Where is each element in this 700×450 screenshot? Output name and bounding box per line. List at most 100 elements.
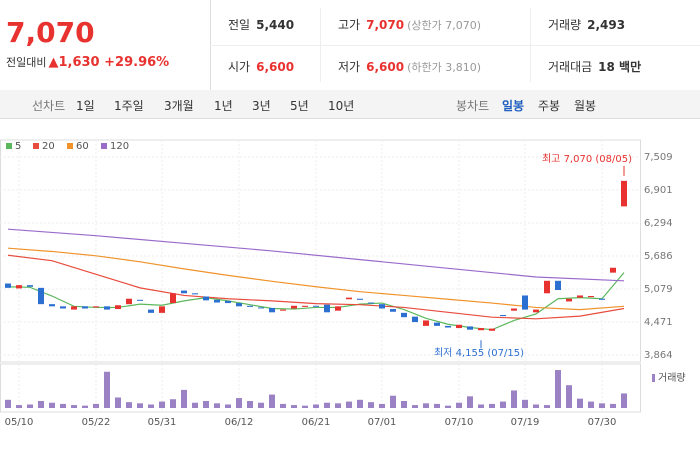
candle-body <box>159 306 165 313</box>
stat: 저가 6,600 (하한가 3,810) <box>338 58 481 75</box>
period-button[interactable]: 1주일 <box>114 99 144 113</box>
candle-body <box>302 305 308 307</box>
volume-bar <box>192 402 198 408</box>
candle-body <box>423 320 429 326</box>
volume-bar <box>500 401 506 408</box>
x-tick-label: 06/21 <box>302 417 331 428</box>
period-button[interactable]: 1년 <box>214 99 233 113</box>
stat-label: 거래량 <box>548 18 582 32</box>
stat-label: 전일 <box>228 18 251 32</box>
candle-body <box>346 297 352 300</box>
period-button[interactable]: 5년 <box>290 99 309 113</box>
volume-bar <box>599 403 605 408</box>
volume-bar <box>511 390 517 408</box>
candle-body <box>368 302 374 304</box>
candle-body <box>291 305 297 309</box>
stat-value: 2,493 <box>587 18 626 32</box>
stat-value: 6,600 <box>366 60 405 74</box>
volume-bar <box>445 405 451 408</box>
y-tick-label: 5,079 <box>644 284 673 295</box>
volume-bar <box>225 404 231 408</box>
candle-body <box>467 326 473 330</box>
divider <box>530 8 531 82</box>
candle-body <box>599 298 605 300</box>
price-box: 7,070 전일대비 ▲1,630 +29.96% <box>0 0 211 90</box>
candle-body <box>93 306 99 308</box>
divider <box>210 45 700 46</box>
volume-bar <box>368 402 374 408</box>
y-tick-label: 6,901 <box>644 185 673 196</box>
volume-swatch <box>652 374 655 382</box>
candle-body <box>27 285 33 287</box>
volume-bar <box>489 403 495 408</box>
stat-label: 시가 <box>228 60 251 74</box>
chart: 3,864 4,471 5,079 5,686 6,294 6,901 7,509 05/10… <box>0 139 686 428</box>
divider <box>320 8 321 82</box>
period-button[interactable]: 월봉 <box>574 99 597 113</box>
volume-bar <box>291 405 297 408</box>
candle-body <box>379 304 385 309</box>
candle-body <box>610 267 616 273</box>
y-tick-label: 5,686 <box>644 251 673 262</box>
volume-frame <box>0 363 641 413</box>
stat-note: (상한가 7,070) <box>407 19 481 32</box>
volume-bar <box>214 403 220 408</box>
stat-value: 6,600 <box>256 60 295 74</box>
candle-body <box>456 324 462 329</box>
change-label: 전일대비 <box>6 56 47 69</box>
period-button[interactable]: 3개월 <box>164 99 194 113</box>
volume-bar <box>126 402 132 408</box>
stat-value: 18 백만 <box>598 60 642 74</box>
period-button[interactable]: 일봉 <box>502 99 525 113</box>
candle-body <box>434 322 440 326</box>
volume-bar <box>522 399 528 408</box>
header: 7,070 전일대비 ▲1,630 +29.96% 전일 5,440 고가 7,070(… <box>0 0 700 91</box>
price: 7,070 <box>6 16 95 49</box>
x-tick-label: 05/31 <box>148 417 177 428</box>
volume-bar <box>137 403 143 408</box>
volume-bar <box>181 389 187 408</box>
legend-label: 60 <box>76 141 89 152</box>
y-tick-label: 4,471 <box>644 317 673 328</box>
stat-label: 거래대금 <box>548 60 593 74</box>
candle-body <box>148 309 154 313</box>
candle-body <box>49 304 55 307</box>
volume-bar <box>60 403 66 408</box>
volume-bar <box>115 397 121 408</box>
plot-frame <box>0 139 641 363</box>
candle-body <box>324 304 330 313</box>
volume-bar <box>104 371 110 408</box>
candle-body <box>247 305 253 307</box>
annotation: 최고 7,070 (08/05) <box>542 153 632 165</box>
toolbar-label: 선차트 <box>32 99 66 113</box>
volume-bar <box>401 400 407 408</box>
toolbar: 선차트 1일 1주일 3개월 1년 3년 5년 10년 봉차트 일봉 주봉 월봉 <box>0 90 700 119</box>
period-button[interactable]: 1일 <box>76 99 95 113</box>
candle-body <box>236 303 242 307</box>
candle-body <box>181 290 187 294</box>
volume-bar <box>16 405 22 408</box>
volume-bar <box>236 398 242 408</box>
x-tick-label: 06/12 <box>225 417 254 428</box>
volume-bar <box>269 394 275 408</box>
candle-body <box>566 298 572 302</box>
candle-body <box>214 299 220 303</box>
volume-bar <box>38 400 44 408</box>
volume-bar <box>5 399 11 408</box>
candle-body <box>280 309 286 311</box>
period-button[interactable]: 10년 <box>328 99 355 113</box>
stat-label: 고가 <box>338 18 361 32</box>
volume-bar <box>82 405 88 408</box>
volume-bar <box>456 402 462 408</box>
volume-bar <box>379 403 385 408</box>
candle-body <box>258 307 264 309</box>
period-button[interactable]: 주봉 <box>538 99 561 113</box>
period-button[interactable]: 3년 <box>252 99 271 113</box>
candle-body <box>544 280 550 294</box>
volume-bar <box>203 400 209 408</box>
volume-bar <box>335 403 341 408</box>
candle-body <box>555 280 561 291</box>
volume-bar <box>313 404 319 408</box>
candle-body <box>533 309 539 313</box>
stat: 시가 6,600 <box>228 58 294 75</box>
